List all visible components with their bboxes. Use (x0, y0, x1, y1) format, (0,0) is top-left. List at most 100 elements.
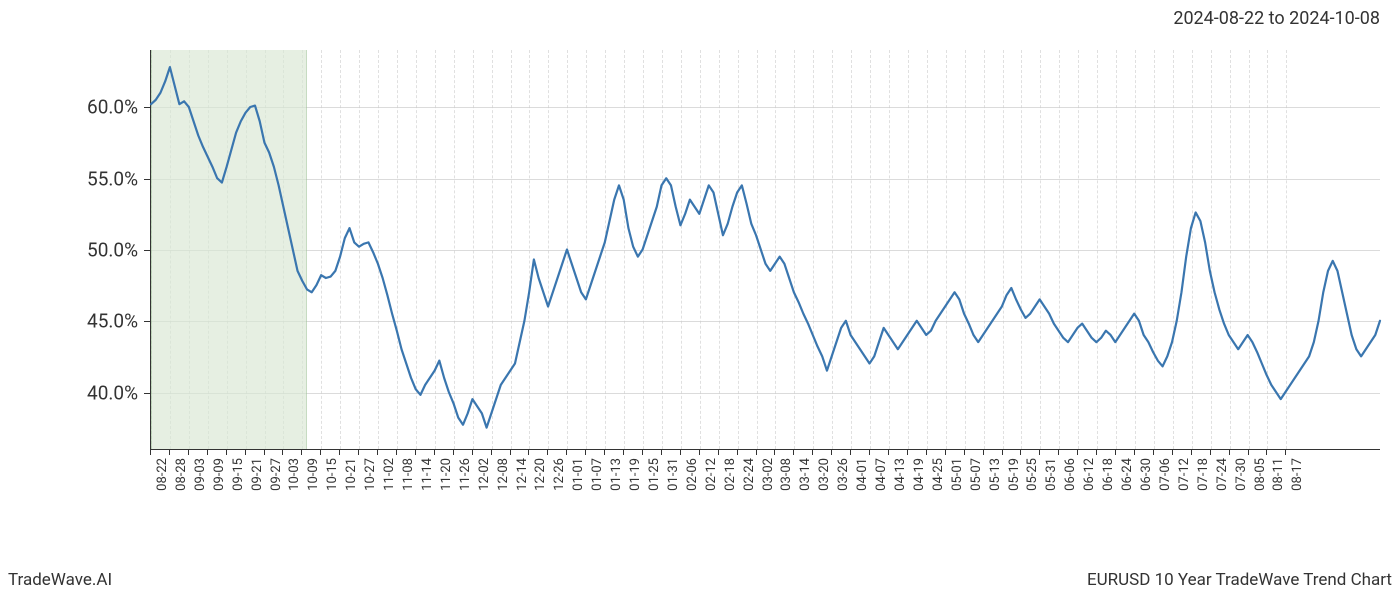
x-tick-label: 01-07 (590, 458, 605, 491)
x-tick-mark (510, 450, 511, 455)
x-tick-mark (888, 450, 889, 455)
x-tick-mark (1153, 450, 1154, 455)
x-tick-mark (1077, 450, 1078, 455)
x-tick-label: 02-24 (742, 458, 757, 491)
x-tick-mark (1266, 450, 1267, 455)
x-tick-mark (907, 450, 908, 455)
x-tick-label: 04-13 (893, 458, 908, 491)
x-tick-label: 08-05 (1253, 458, 1268, 491)
x-tick-label: 10-27 (363, 458, 378, 491)
x-tick-mark (1002, 450, 1003, 455)
x-tick-mark (926, 450, 927, 455)
x-tick-mark (793, 450, 794, 455)
y-tick-label: 60.0% (87, 96, 138, 119)
x-tick-mark (585, 450, 586, 455)
x-tick-label: 09-15 (231, 458, 246, 491)
x-tick-mark (812, 450, 813, 455)
x-tick-mark (1248, 450, 1249, 455)
x-tick-mark (453, 450, 454, 455)
x-tick-label: 12-20 (533, 458, 548, 491)
x-tick-mark (434, 450, 435, 455)
x-tick-mark (869, 450, 870, 455)
x-axis: 08-2208-2809-0309-0909-1509-2109-2710-03… (150, 450, 1380, 570)
x-tick-mark (264, 450, 265, 455)
x-tick-mark (774, 450, 775, 455)
x-tick-label: 05-19 (1007, 458, 1022, 491)
x-tick-label: 03-26 (836, 458, 851, 491)
x-tick-label: 05-01 (950, 458, 965, 491)
x-tick-label: 03-14 (798, 458, 813, 491)
x-tick-label: 12-02 (477, 458, 492, 491)
x-tick-label: 01-25 (647, 458, 662, 491)
x-tick-mark (964, 450, 965, 455)
x-tick-mark (245, 450, 246, 455)
x-tick-mark (737, 450, 738, 455)
x-tick-label: 04-07 (874, 458, 889, 491)
y-tick-label: 55.0% (87, 167, 138, 190)
line-chart-svg (151, 50, 1380, 449)
x-tick-mark (699, 450, 700, 455)
x-tick-label: 05-25 (1025, 458, 1040, 491)
y-tick-label: 40.0% (87, 381, 138, 404)
x-tick-label: 11-02 (382, 458, 397, 491)
x-tick-mark (377, 450, 378, 455)
x-tick-mark (169, 450, 170, 455)
x-tick-label: 08-17 (1290, 458, 1305, 491)
x-tick-mark (1020, 450, 1021, 455)
x-tick-label: 06-12 (1082, 458, 1097, 491)
x-tick-label: 10-21 (344, 458, 359, 491)
x-tick-mark (1229, 450, 1230, 455)
x-tick-mark (1285, 450, 1286, 455)
x-tick-label: 09-03 (193, 458, 208, 491)
x-tick-mark (1210, 450, 1211, 455)
x-tick-label: 10-15 (325, 458, 340, 491)
y-axis: 40.0%45.0%50.0%55.0%60.0% (0, 50, 150, 450)
x-tick-mark (718, 450, 719, 455)
x-tick-label: 11-20 (439, 458, 454, 491)
x-tick-label: 06-06 (1063, 458, 1078, 491)
x-tick-label: 03-20 (817, 458, 832, 491)
x-tick-mark (1134, 450, 1135, 455)
x-tick-label: 02-18 (723, 458, 738, 491)
x-tick-label: 11-08 (401, 458, 416, 491)
x-tick-label: 06-30 (1139, 458, 1154, 491)
x-tick-mark (282, 450, 283, 455)
x-tick-label: 09-09 (212, 458, 227, 491)
x-tick-mark (945, 450, 946, 455)
x-tick-mark (1096, 450, 1097, 455)
x-tick-mark (491, 450, 492, 455)
x-tick-label: 01-13 (609, 458, 624, 491)
x-tick-mark (1058, 450, 1059, 455)
x-tick-label: 12-26 (552, 458, 567, 491)
x-tick-mark (831, 450, 832, 455)
x-tick-label: 07-18 (1196, 458, 1211, 491)
x-tick-label: 04-25 (931, 458, 946, 491)
x-tick-label: 02-06 (685, 458, 700, 491)
x-tick-mark (396, 450, 397, 455)
x-tick-mark (358, 450, 359, 455)
x-tick-label: 03-02 (761, 458, 776, 491)
x-tick-mark (320, 450, 321, 455)
x-tick-label: 07-12 (1177, 458, 1192, 491)
x-tick-label: 10-09 (306, 458, 321, 491)
x-tick-label: 07-24 (1215, 458, 1230, 491)
x-tick-label: 12-14 (515, 458, 530, 491)
x-tick-label: 07-30 (1234, 458, 1249, 491)
x-tick-label: 04-01 (855, 458, 870, 491)
x-tick-label: 01-31 (666, 458, 681, 491)
x-tick-label: 11-14 (420, 458, 435, 491)
y-tick-label: 45.0% (87, 310, 138, 333)
x-tick-label: 05-13 (988, 458, 1003, 491)
date-range-label: 2024-08-22 to 2024-10-08 (1173, 8, 1380, 29)
x-tick-mark (642, 450, 643, 455)
x-tick-label: 08-28 (174, 458, 189, 491)
x-tick-label: 01-19 (628, 458, 643, 491)
trend-line (151, 67, 1380, 428)
x-tick-mark (415, 450, 416, 455)
x-tick-mark (566, 450, 567, 455)
x-tick-label: 05-31 (1044, 458, 1059, 491)
x-tick-mark (1172, 450, 1173, 455)
x-tick-label: 12-08 (496, 458, 511, 491)
x-tick-label: 02-12 (704, 458, 719, 491)
x-tick-mark (528, 450, 529, 455)
